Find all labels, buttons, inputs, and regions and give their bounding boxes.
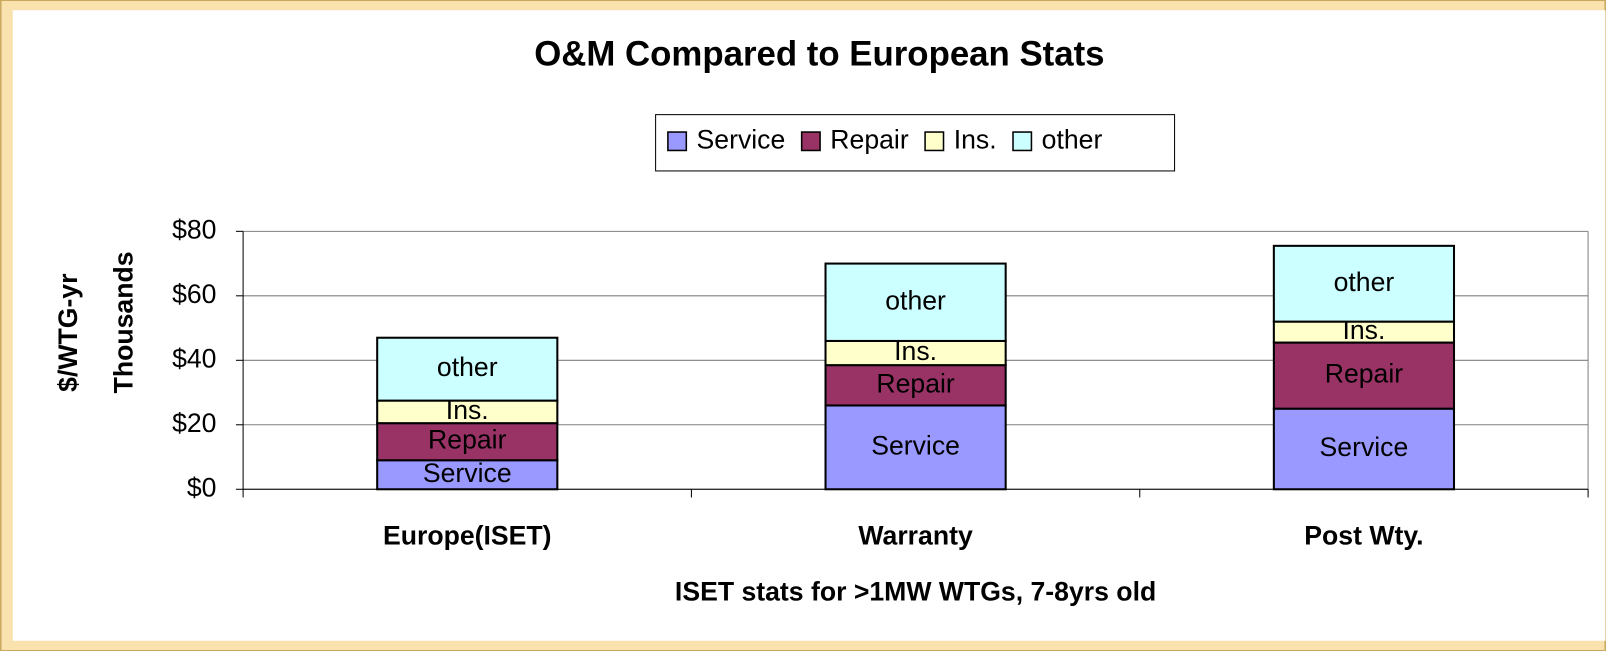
y-tick-label: $80 [172, 214, 216, 244]
bar-segment [376, 459, 559, 491]
segment-label: other [885, 285, 946, 315]
legend [655, 114, 1176, 172]
x-tick-label: Warranty [858, 520, 973, 550]
segment-label: other [1334, 267, 1395, 297]
bar-segment [824, 404, 1007, 491]
y-unit-label: Thousands [108, 251, 138, 393]
segment-label: Service [1320, 432, 1409, 462]
legend-swatch [1012, 131, 1033, 152]
segment-label: Repair [428, 425, 507, 455]
bar-segment [1272, 244, 1456, 323]
segment-label: Repair [1325, 359, 1404, 389]
bar-segment [376, 422, 559, 462]
legend-swatch [667, 131, 688, 152]
y-tick-label: $0 [187, 472, 217, 502]
x-axis-label: ISET stats for >1MW WTGs, 7-8yrs old [675, 577, 1156, 607]
y-tick-label: $60 [172, 279, 216, 309]
bar-segment [376, 336, 559, 402]
bar-segment [1272, 341, 1456, 410]
legend-swatch [924, 131, 945, 152]
bar-segment [824, 262, 1007, 342]
bar-segment [824, 364, 1007, 407]
y-tick-label: $40 [172, 343, 216, 373]
legend-label: Repair [830, 124, 909, 154]
segment-label: Repair [876, 368, 955, 398]
x-tick-label: Post Wty. [1304, 520, 1423, 550]
segment-label: Service [871, 430, 960, 460]
segment-label: Service [423, 458, 512, 488]
chart-title: O&M Compared to European Stats [534, 34, 1104, 73]
y-axis-label: $/WTG-yr [53, 274, 83, 392]
legend-label: Ins. [954, 124, 997, 154]
legend-label: Service [697, 124, 786, 154]
legend-label: other [1042, 124, 1103, 154]
legend-swatch [800, 131, 821, 152]
segment-label: other [437, 352, 498, 382]
x-tick-label: Europe(ISET) [383, 520, 552, 550]
y-tick-label: $20 [172, 408, 216, 438]
